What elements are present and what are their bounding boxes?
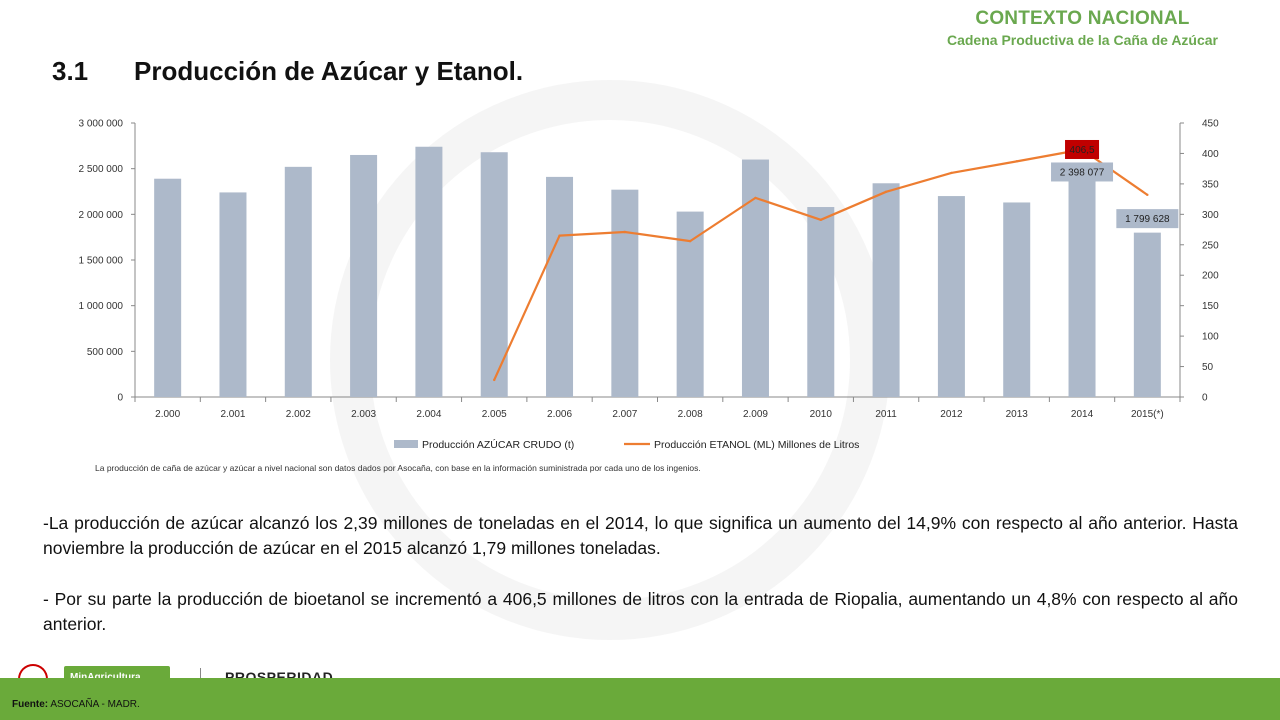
x-tick-label: 2.002 [286, 409, 311, 420]
right-tick-label: 400 [1202, 149, 1219, 160]
x-tick-label: 2.004 [416, 409, 441, 420]
x-tick-label: 2.001 [220, 409, 245, 420]
ethanol-point [623, 230, 627, 234]
sugar-bar [937, 196, 965, 397]
right-tick-label: 100 [1202, 332, 1219, 343]
left-tick-label: 1 000 000 [79, 301, 124, 312]
ethanol-point [950, 171, 953, 175]
sugar-bar [872, 183, 900, 397]
header-context: CONTEXTO NACIONAL Cadena Productiva de l… [947, 8, 1218, 48]
section-title: Producción de Azúcar y Etanol. [134, 56, 524, 86]
header-subtitle: Cadena Productiva de la Caña de Azúcar [946, 32, 1218, 48]
sugar-bar [154, 178, 182, 397]
x-tick-label: 2015(*) [1131, 409, 1164, 420]
left-tick-label: 3 000 000 [79, 119, 124, 130]
x-tick-label: 2012 [940, 409, 963, 420]
production-chart: 0 500 000 1 000 000 1 500 000 2 000 000 2 500… [79, 119, 1220, 452]
footer-source: Fuente: ASOCAÑA - MADR. [12, 699, 140, 710]
x-tick-label: 2.000 [155, 409, 180, 420]
data-label-box [1051, 162, 1114, 182]
x-tick-label: 2014 [1071, 409, 1094, 420]
x-tick-label: 2.007 [612, 409, 637, 420]
sugar-bar [415, 146, 443, 397]
x-tick-label: 2.005 [482, 409, 507, 420]
ethanol-point [493, 378, 496, 382]
data-label: 2 398 077 [1060, 167, 1105, 178]
sugar-bar [676, 211, 704, 397]
x-tick-label: 2011 [875, 409, 897, 420]
section-heading: 3.1 Producción de Azúcar y Etanol. [52, 56, 523, 87]
ethanol-point [688, 239, 692, 243]
left-tick-label: 500 000 [87, 347, 124, 358]
paragraph-sugar: -La producción de azúcar alcanzó los 2,3… [43, 513, 1238, 558]
sugar-bar [611, 189, 639, 397]
ethanol-point [558, 234, 561, 237]
data-label: 1 799 628 [1125, 214, 1170, 225]
right-tick-label: 150 [1202, 301, 1219, 312]
ethanol-point [754, 196, 757, 200]
sugar-bar [219, 192, 247, 397]
x-tick-label: 2013 [1006, 409, 1029, 420]
x-tick-label: 2.006 [547, 409, 572, 420]
x-tick-label: 2010 [810, 409, 833, 420]
data-label-box [1065, 139, 1100, 159]
paragraph-ethanol: - Por su parte la producción de bioetano… [43, 589, 1238, 634]
legend-swatch-sugar [394, 440, 418, 448]
left-tick-label: 1 500 000 [79, 256, 124, 267]
footer-source-label: Fuente: [12, 699, 49, 710]
right-tick-label: 0 [1202, 393, 1208, 404]
x-tick-label: 2.008 [678, 409, 703, 420]
ethanol-point [819, 218, 822, 222]
right-tick-label: 300 [1202, 210, 1219, 221]
ethanol-point [1146, 193, 1149, 197]
legend-label-ethanol: Producción ETANOL (ML) Millones de Litro… [654, 439, 859, 451]
sugar-bar [1003, 202, 1031, 397]
section-number: 3.1 [52, 56, 89, 86]
footer-source-text: ASOCAÑA - MADR. [48, 699, 140, 710]
sugar-bar [480, 152, 508, 397]
sugar-bar [546, 176, 574, 397]
sugar-bar [1068, 177, 1096, 397]
sugar-bar [350, 154, 378, 397]
chart-footnote: La producción de caña de azúcar y azúcar… [95, 463, 701, 473]
footer-bar [0, 678, 1280, 720]
legend-label-sugar: Producción AZÚCAR CRUDO (t) [422, 438, 574, 451]
ethanol-point [1015, 160, 1018, 163]
right-tick-label: 350 [1202, 179, 1219, 190]
x-tick-label: 2.009 [743, 409, 768, 420]
sugar-bar [1133, 232, 1161, 397]
ethanol-point [884, 190, 888, 194]
x-tick-label: 2.003 [351, 409, 376, 420]
right-tick-label: 250 [1202, 240, 1219, 251]
data-label-box [1116, 209, 1179, 229]
header-title: CONTEXTO NACIONAL [975, 8, 1190, 29]
right-tick-label: 450 [1202, 119, 1219, 130]
right-tick-label: 50 [1202, 362, 1214, 373]
logo-divider [200, 668, 201, 680]
left-tick-label: 2 500 000 [79, 164, 124, 175]
sugar-bar [284, 166, 312, 397]
left-tick-label: 2 000 000 [79, 210, 124, 221]
left-tick-label: 0 [117, 393, 123, 404]
sugar-bar [807, 207, 835, 397]
right-tick-label: 200 [1202, 271, 1219, 282]
data-label: 406,5 [1070, 145, 1095, 156]
sugar-bar [741, 159, 769, 397]
